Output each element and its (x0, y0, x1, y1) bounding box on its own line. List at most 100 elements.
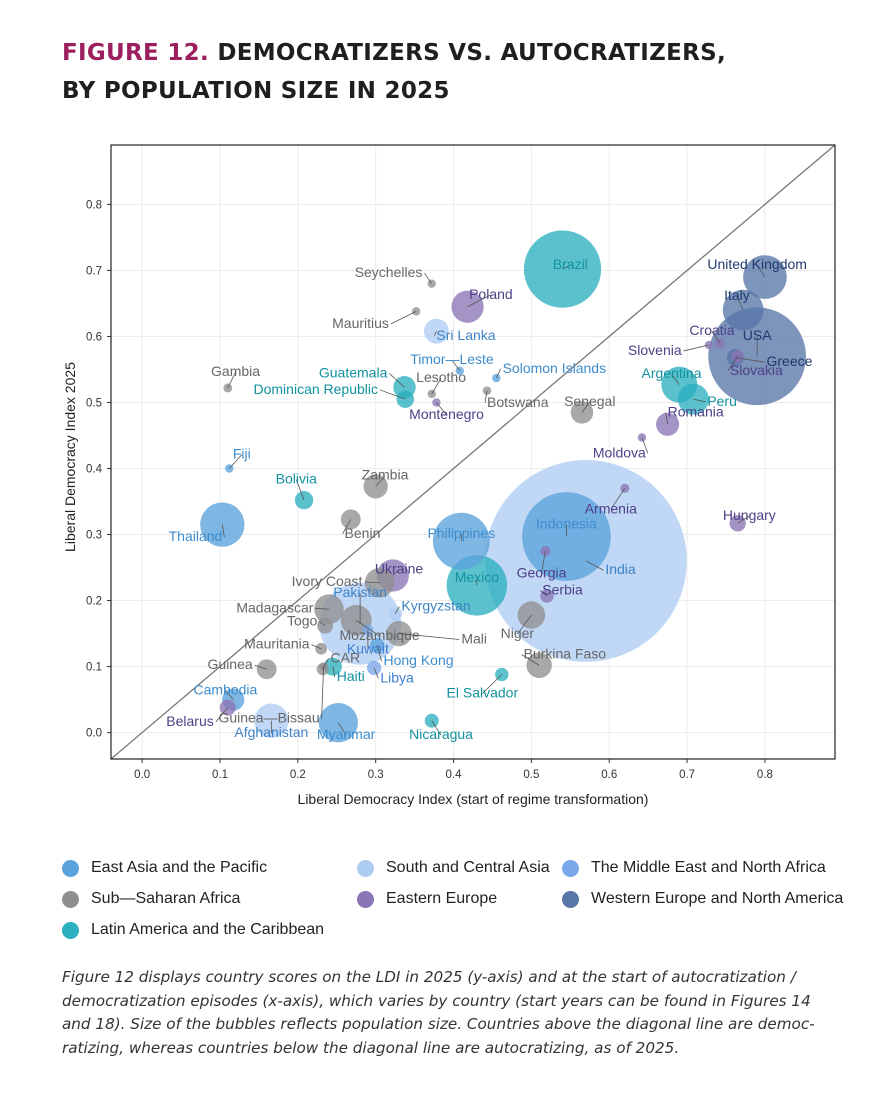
leader-line (424, 272, 433, 284)
label-gambia: Gambia (211, 363, 260, 379)
legend-item-ee: Eastern Europe (357, 887, 497, 911)
label-brazil: Brazil (553, 256, 588, 272)
label-serbia: Serbia (542, 582, 583, 598)
leader-line (484, 390, 488, 404)
label-sri-lanka: Sri Lanka (436, 327, 495, 343)
leader-line (683, 344, 709, 352)
leader-line (736, 295, 744, 311)
leader-line (225, 690, 234, 700)
leader-line (373, 667, 379, 679)
label-georgia: Georgia (517, 564, 567, 580)
diagonal-line (110, 144, 836, 760)
title-line-2: BY POPULATION SIZE IN 2025 (62, 78, 450, 104)
label-hong-kong: Hong Kong (383, 652, 453, 668)
leader-line (332, 666, 336, 678)
leader-line (375, 475, 386, 487)
label-haiti: Haiti (337, 668, 365, 684)
axis-ticks: 0.0 0.0 0.1 0.1 0.2 0.2 0.3 0.3 0.4 0.4 0.5 0.5 0.6 0… (86, 199, 773, 781)
label-madagascar: Madagascar (236, 599, 313, 615)
figure-title: FIGURE 12. DEMOCRATIZERS VS. AUTOCRATIZE… (62, 34, 862, 110)
y-tick-label: 0.1 (86, 662, 102, 674)
bubble-italy (722, 289, 764, 331)
leader-line (693, 398, 706, 403)
label-car: CAR (331, 650, 361, 666)
y-tick-label: 0.5 (86, 397, 102, 409)
legend-label: Latin America and the Caribbean (91, 921, 325, 938)
label-hungary: Hungary (723, 507, 776, 523)
label-argentina: Argentina (642, 365, 702, 381)
label-peru: Peru (707, 393, 737, 409)
label-libya: Libya (380, 669, 414, 685)
label-italy: Italy (724, 287, 750, 303)
legend-label: Sub—Saharan Africa (91, 890, 241, 907)
label-lesotho: Lesotho (416, 369, 466, 385)
leader-line (641, 437, 649, 454)
x-tick-label: 0.3 (368, 769, 384, 781)
label-burkina-faso: Burkina Faso (524, 646, 607, 662)
leader-line (431, 377, 442, 395)
label-cambodia: Cambodia (194, 681, 258, 697)
label-senegal: Senegal (564, 393, 615, 409)
label-poland: Poland (469, 286, 513, 302)
legend-label: Western Europe and North America (591, 890, 844, 907)
label-dominican-republic: Dominican Republic (254, 381, 379, 397)
label-thailand: Thailand (169, 528, 223, 544)
legend-item-mena: The Middle East and North Africa (562, 856, 826, 880)
legend-label: Eastern Europe (386, 890, 498, 907)
leader-line (735, 357, 765, 363)
title-text-1: DEMOCRATIZERS VS. AUTOCRATIZERS, (217, 40, 727, 66)
leader-line (321, 666, 324, 719)
label-zambia: Zambia (362, 467, 409, 483)
label-nicaragua: Nicaragua (409, 726, 473, 742)
leader-line (737, 515, 750, 524)
leader-line (541, 550, 546, 574)
x-tick-label: 0.4 (446, 769, 463, 781)
label-seychelles: Seychelles (355, 264, 423, 280)
x-tick-label: 0.5 (523, 769, 539, 781)
bubble-armenia (620, 483, 630, 493)
leader-line (215, 707, 229, 723)
bubble-burkina-faso (526, 652, 552, 678)
leader-line (727, 356, 739, 371)
y-tick-label: 0.7 (86, 265, 102, 277)
legend-swatch (357, 859, 374, 877)
leader-line (517, 614, 532, 635)
leader-line (756, 264, 766, 278)
label-romania: Romania (668, 403, 724, 419)
legend-item-wena: Western Europe and North America (562, 887, 843, 911)
plot-frame (110, 144, 836, 760)
legend-swatch (62, 890, 79, 908)
leader-line (585, 560, 604, 571)
label-solomon-islands: Solomon Islands (503, 360, 607, 376)
y-tick-label: 0.3 (86, 530, 102, 542)
bubble-solomon-islands (492, 373, 501, 383)
label-belarus: Belarus (166, 713, 213, 729)
label-guatemala: Guatemala (319, 364, 388, 380)
labels: India Indonesia Brazil USA Pakistan Philippin… (166, 256, 812, 742)
leader-line (295, 479, 305, 501)
leader-line (451, 359, 461, 372)
leader-line (227, 371, 236, 389)
leader-line (379, 389, 406, 400)
label-botswana: Botswana (487, 394, 549, 410)
legend-label: The Middle East and North Africa (591, 859, 826, 876)
label-greece: Greece (766, 353, 812, 369)
leader-line (229, 454, 243, 469)
leader-line (356, 620, 380, 637)
label-kuwait: Kuwait (347, 640, 389, 656)
legend-item-ssa: Sub—Saharan Africa (62, 887, 240, 911)
bubble-slovakia (731, 350, 744, 363)
leader-line (389, 373, 405, 388)
leader-line (482, 674, 503, 694)
leader-line (431, 720, 442, 736)
bubble-hungary (729, 515, 746, 532)
label-mauritius: Mauritius (332, 315, 389, 331)
leader-line (394, 606, 400, 614)
label-montenegro: Montenegro (409, 406, 484, 422)
label-afghanistan: Afghanistan (234, 724, 308, 740)
y-tick-label: 0.6 (86, 331, 102, 343)
leader-line (311, 644, 322, 650)
leader-line (315, 608, 329, 610)
label-niger: Niger (501, 625, 535, 641)
label-timor-leste: Timor—Leste (410, 351, 494, 367)
